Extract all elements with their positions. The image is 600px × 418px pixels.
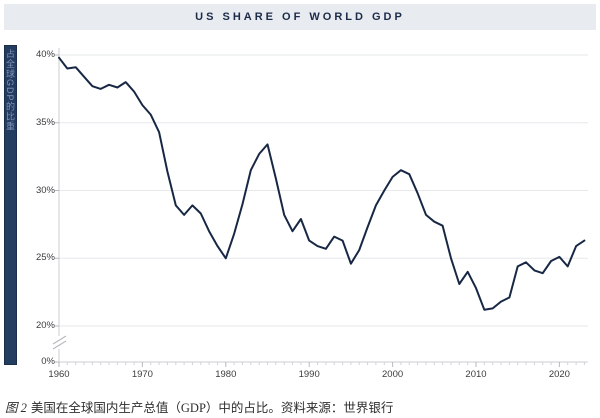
x-tick-label: 1970 [131, 369, 153, 380]
y-tick-label: 40% [35, 49, 55, 60]
y-axis-label-bar: 占全球GDP的比重 [4, 45, 17, 365]
line-chart [52, 48, 588, 367]
x-tick-label: 2000 [382, 369, 404, 380]
chart-title: US SHARE OF WORLD GDP [195, 11, 405, 23]
y-tick-label: 20% [35, 320, 55, 331]
y-tick-label: 25% [35, 252, 55, 264]
y-axis-label: 占全球GDP的比重 [5, 49, 15, 132]
chart-title-bar: US SHARE OF WORLD GDP [4, 4, 596, 30]
caption-text: 美国在全球国内生产总值（GDP）中的占比。资料来源：世界银行 [30, 401, 394, 415]
figure-number: 图 2 [5, 401, 27, 415]
y-tick-label: 0% [41, 356, 55, 367]
axis-break-icon [52, 335, 67, 345]
chart-area: 占全球GDP的比重 40% 35% 30% 25% 20% 0% 1960 1970 1980… [0, 35, 600, 395]
y-tick-label: 30% [35, 184, 55, 196]
x-tick-label: 2020 [548, 369, 570, 380]
gdp-share-line [58, 56, 586, 311]
x-tick-label: 2010 [465, 369, 487, 380]
y-tick-label: 35% [35, 116, 55, 128]
x-tick-label: 1990 [298, 369, 320, 380]
axis-break-icon [52, 340, 67, 350]
x-tick-label: 1960 [48, 369, 70, 380]
figure-caption: 图 2 美国在全球国内生产总值（GDP）中的占比。资料来源：世界银行 [5, 397, 393, 416]
axis-break-gap [53, 336, 66, 349]
x-tick-label: 1980 [215, 369, 237, 380]
